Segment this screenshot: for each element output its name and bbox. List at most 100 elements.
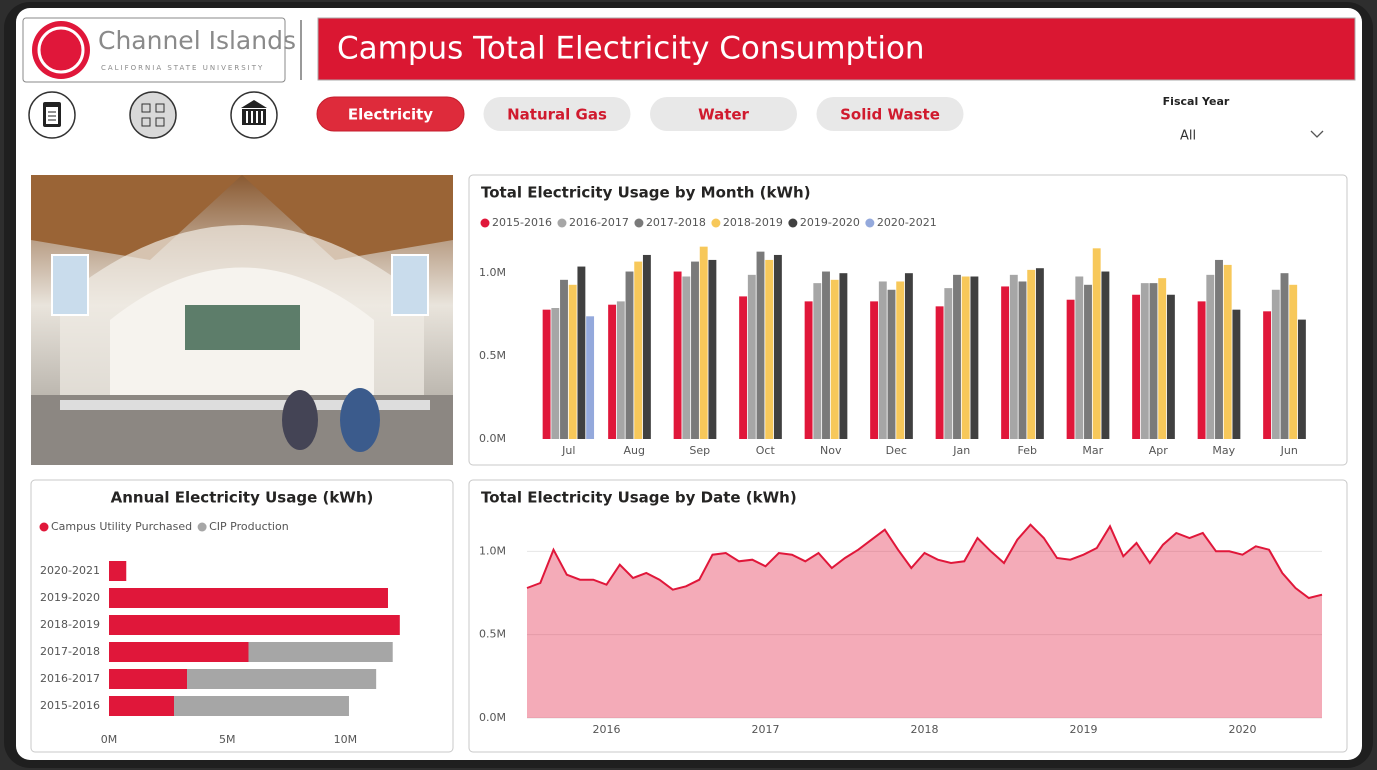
bar — [1140, 283, 1149, 439]
bar — [708, 259, 717, 439]
nav-button[interactable] — [816, 97, 964, 131]
bar — [896, 281, 905, 439]
y-tick-label: 2015-2016 — [40, 699, 100, 712]
legend-swatch — [197, 522, 207, 532]
nav-button[interactable] — [483, 97, 631, 131]
area — [527, 524, 1322, 718]
logo-mark — [32, 21, 90, 79]
slicer-value[interactable]: All — [1180, 129, 1196, 144]
bar — [765, 259, 774, 439]
bar — [1215, 259, 1223, 439]
bar — [1166, 294, 1175, 439]
legend-label: 2015-2016 — [492, 216, 552, 229]
logo-subtitle: CALIFORNIA STATE UNIVERSITY — [101, 64, 264, 72]
x-tick-label: Nov — [820, 444, 842, 457]
line — [526, 523, 1323, 600]
bar — [1092, 248, 1101, 439]
x-tick-label: Dec — [886, 444, 907, 457]
x-tick-label: 10M — [334, 733, 358, 746]
nav-button-label[interactable]: Natural Gas — [507, 106, 607, 124]
nav-button-label[interactable]: Electricity — [348, 106, 433, 124]
bar — [109, 588, 388, 608]
x-tick-label: Apr — [1149, 444, 1169, 457]
legend-swatch — [39, 522, 49, 532]
x-tick-label: Feb — [1018, 444, 1037, 457]
bar — [109, 561, 127, 581]
bar — [586, 316, 595, 439]
bar — [1297, 319, 1306, 439]
bar — [691, 261, 699, 439]
bar — [551, 308, 560, 439]
logo-name: Channel Islands — [98, 26, 296, 55]
bar — [608, 304, 617, 439]
bar — [1075, 276, 1084, 439]
bar — [839, 273, 848, 439]
icon-report[interactable] — [28, 91, 76, 139]
bar — [560, 279, 568, 439]
bar — [961, 276, 970, 439]
icon-building[interactable] — [230, 91, 278, 139]
nav-button[interactable] — [650, 97, 797, 131]
legend-label: CIP Production — [209, 520, 289, 533]
bar — [1289, 284, 1298, 439]
bar — [804, 301, 813, 439]
campus-photo — [31, 175, 453, 465]
icon-systems[interactable] — [129, 91, 177, 139]
x-tick-label: 2020 — [1229, 723, 1257, 736]
bar — [822, 271, 830, 439]
y-tick-label: 1.0M — [479, 544, 506, 557]
x-tick-label: 2017 — [752, 723, 780, 736]
bar — [935, 306, 944, 439]
slicer-label: Fiscal Year — [1163, 95, 1230, 108]
bar — [1009, 274, 1018, 439]
bar — [109, 696, 175, 716]
legend-label: 2017-2018 — [646, 216, 706, 229]
legend-label: 2019-2020 — [800, 216, 860, 229]
nav-button-label[interactable]: Solid Waste — [840, 106, 940, 124]
bar — [1027, 269, 1036, 439]
bar — [634, 261, 643, 439]
y-tick-label: 0.0M — [479, 711, 506, 724]
y-tick-label: 2016-2017 — [40, 672, 100, 685]
y-tick-label: 2019-2020 — [40, 591, 100, 604]
nav-button-label[interactable]: Water — [698, 106, 749, 124]
bar — [1158, 278, 1167, 439]
bar — [248, 642, 393, 662]
y-tick-label: 0.0M — [479, 432, 506, 445]
bar — [187, 669, 377, 689]
bar — [109, 615, 400, 635]
bar — [756, 251, 765, 439]
legend-label: 2020-2021 — [877, 216, 937, 229]
bar — [953, 274, 961, 439]
bar — [747, 274, 756, 439]
logo-ring — [37, 26, 85, 74]
legend-label: 2016-2017 — [569, 216, 629, 229]
bar — [1149, 283, 1158, 439]
y-tick-label: 2020-2021 — [40, 564, 100, 577]
nav-button[interactable] — [316, 96, 465, 132]
bar — [904, 273, 913, 439]
bar — [1001, 286, 1010, 439]
bar — [944, 288, 953, 439]
y-tick-label: 0.5M — [479, 349, 506, 362]
bar — [1206, 274, 1215, 439]
legend-swatch — [557, 218, 567, 228]
y-tick-label: 2018-2019 — [40, 618, 100, 631]
x-tick-label: May — [1212, 444, 1235, 457]
bar — [1271, 289, 1280, 439]
x-tick-label: Jan — [952, 444, 970, 457]
x-tick-label: Oct — [756, 444, 776, 457]
bar — [642, 254, 651, 439]
panel — [468, 479, 1348, 753]
bar — [1223, 264, 1232, 439]
x-tick-label: 2016 — [593, 723, 621, 736]
bar — [577, 266, 586, 439]
legend-label: 2018-2019 — [723, 216, 783, 229]
slicer-chevron[interactable] — [1310, 130, 1324, 138]
x-tick-label: 2018 — [911, 723, 939, 736]
bar — [1101, 271, 1110, 439]
legend-swatch — [711, 218, 721, 228]
legend-swatch — [788, 218, 798, 228]
x-tick-label: Aug — [624, 444, 645, 457]
